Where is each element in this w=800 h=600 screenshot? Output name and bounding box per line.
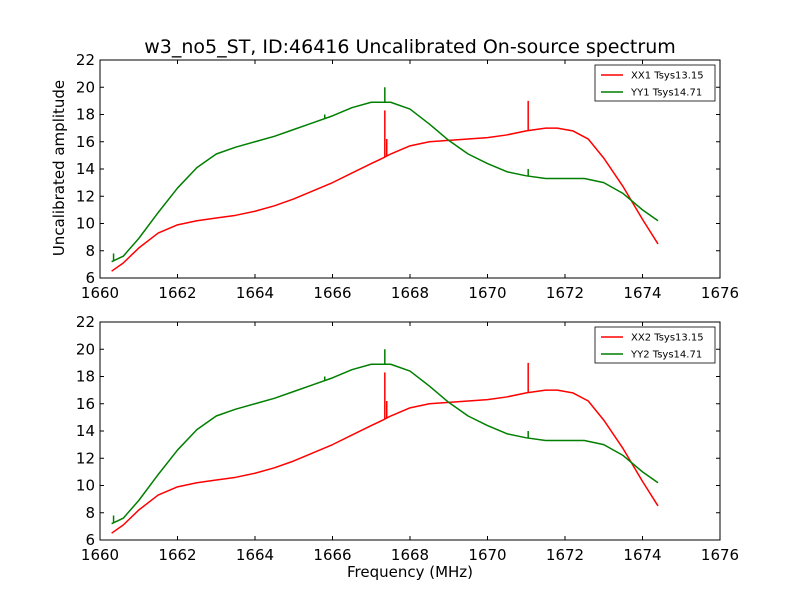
y-tick-label: 20 bbox=[76, 340, 95, 358]
x-tick-label: 1668 bbox=[391, 546, 429, 564]
y-tick-label: 12 bbox=[76, 449, 95, 467]
x-tick-label: 1668 bbox=[391, 284, 429, 302]
x-tick-label: 1674 bbox=[623, 284, 661, 302]
legend: XX2 Tsys13.15 YY2 Tsys14.71 bbox=[594, 326, 716, 364]
legend-label: XX1 Tsys13.15 bbox=[631, 71, 704, 82]
x-tick-label: 1672 bbox=[546, 546, 584, 564]
y-tick-label: 8 bbox=[85, 504, 95, 522]
x-tick-label: 1672 bbox=[546, 284, 584, 302]
x-tick-label: 1664 bbox=[236, 284, 274, 302]
x-tick-label: 1666 bbox=[313, 546, 351, 564]
x-tick-label: 1664 bbox=[236, 546, 274, 564]
y-tick-label: 6 bbox=[85, 269, 95, 287]
y-tick-label: 10 bbox=[76, 215, 95, 233]
legend-label: YY2 Tsys14.71 bbox=[630, 350, 702, 361]
x-tick-label: 1670 bbox=[468, 284, 506, 302]
x-axis-label: Frequency (MHz) bbox=[347, 563, 473, 581]
series-line-yy1 bbox=[111, 101, 659, 263]
y-tick-label: 20 bbox=[76, 78, 95, 96]
legend-label: YY1 Tsys14.71 bbox=[630, 88, 702, 99]
y-tick-label: 18 bbox=[76, 368, 95, 386]
x-tick-label: 1676 bbox=[701, 546, 739, 564]
legend-label: XX2 Tsys13.15 bbox=[631, 333, 704, 344]
subplot-1: 1660 1662 1664 1666 1668 1670 1672 1674 1676 6 8 10… bbox=[76, 51, 739, 302]
x-tick-label: 1662 bbox=[158, 546, 196, 564]
series-line-yy2 bbox=[111, 363, 659, 525]
x-tick-label: 1676 bbox=[701, 284, 739, 302]
y-tick-label: 10 bbox=[76, 477, 95, 495]
x-tick-label: 1660 bbox=[81, 546, 119, 564]
legend-box bbox=[594, 64, 716, 102]
y-tick-label: 22 bbox=[76, 313, 95, 331]
y-tick-label: 18 bbox=[76, 106, 95, 124]
y-tick-label: 6 bbox=[85, 531, 95, 549]
y-axis-label: Uncalibrated amplitude bbox=[50, 80, 68, 256]
legend-box bbox=[594, 326, 716, 364]
y-tick-label: 8 bbox=[85, 242, 95, 260]
x-tick-label: 1670 bbox=[468, 546, 506, 564]
chart-title: w3_no5_ST, ID:46416 Uncalibrated On-sour… bbox=[144, 36, 676, 58]
y-tick-label: 16 bbox=[76, 395, 95, 413]
legend: XX1 Tsys13.15 YY1 Tsys14.71 bbox=[594, 64, 716, 102]
y-tick-label: 16 bbox=[76, 133, 95, 151]
y-tick-label: 14 bbox=[76, 160, 95, 178]
x-tick-label: 1674 bbox=[623, 546, 661, 564]
subplot-2: 1660 1662 1664 1666 1668 1670 1672 1674 1676 6 8 10… bbox=[76, 313, 739, 564]
y-tick-label: 12 bbox=[76, 187, 95, 205]
x-tick-label: 1662 bbox=[158, 284, 196, 302]
x-tick-label: 1666 bbox=[313, 284, 351, 302]
y-tick-label: 14 bbox=[76, 422, 95, 440]
y-tick-label: 22 bbox=[76, 51, 95, 69]
x-tick-label: 1660 bbox=[81, 284, 119, 302]
